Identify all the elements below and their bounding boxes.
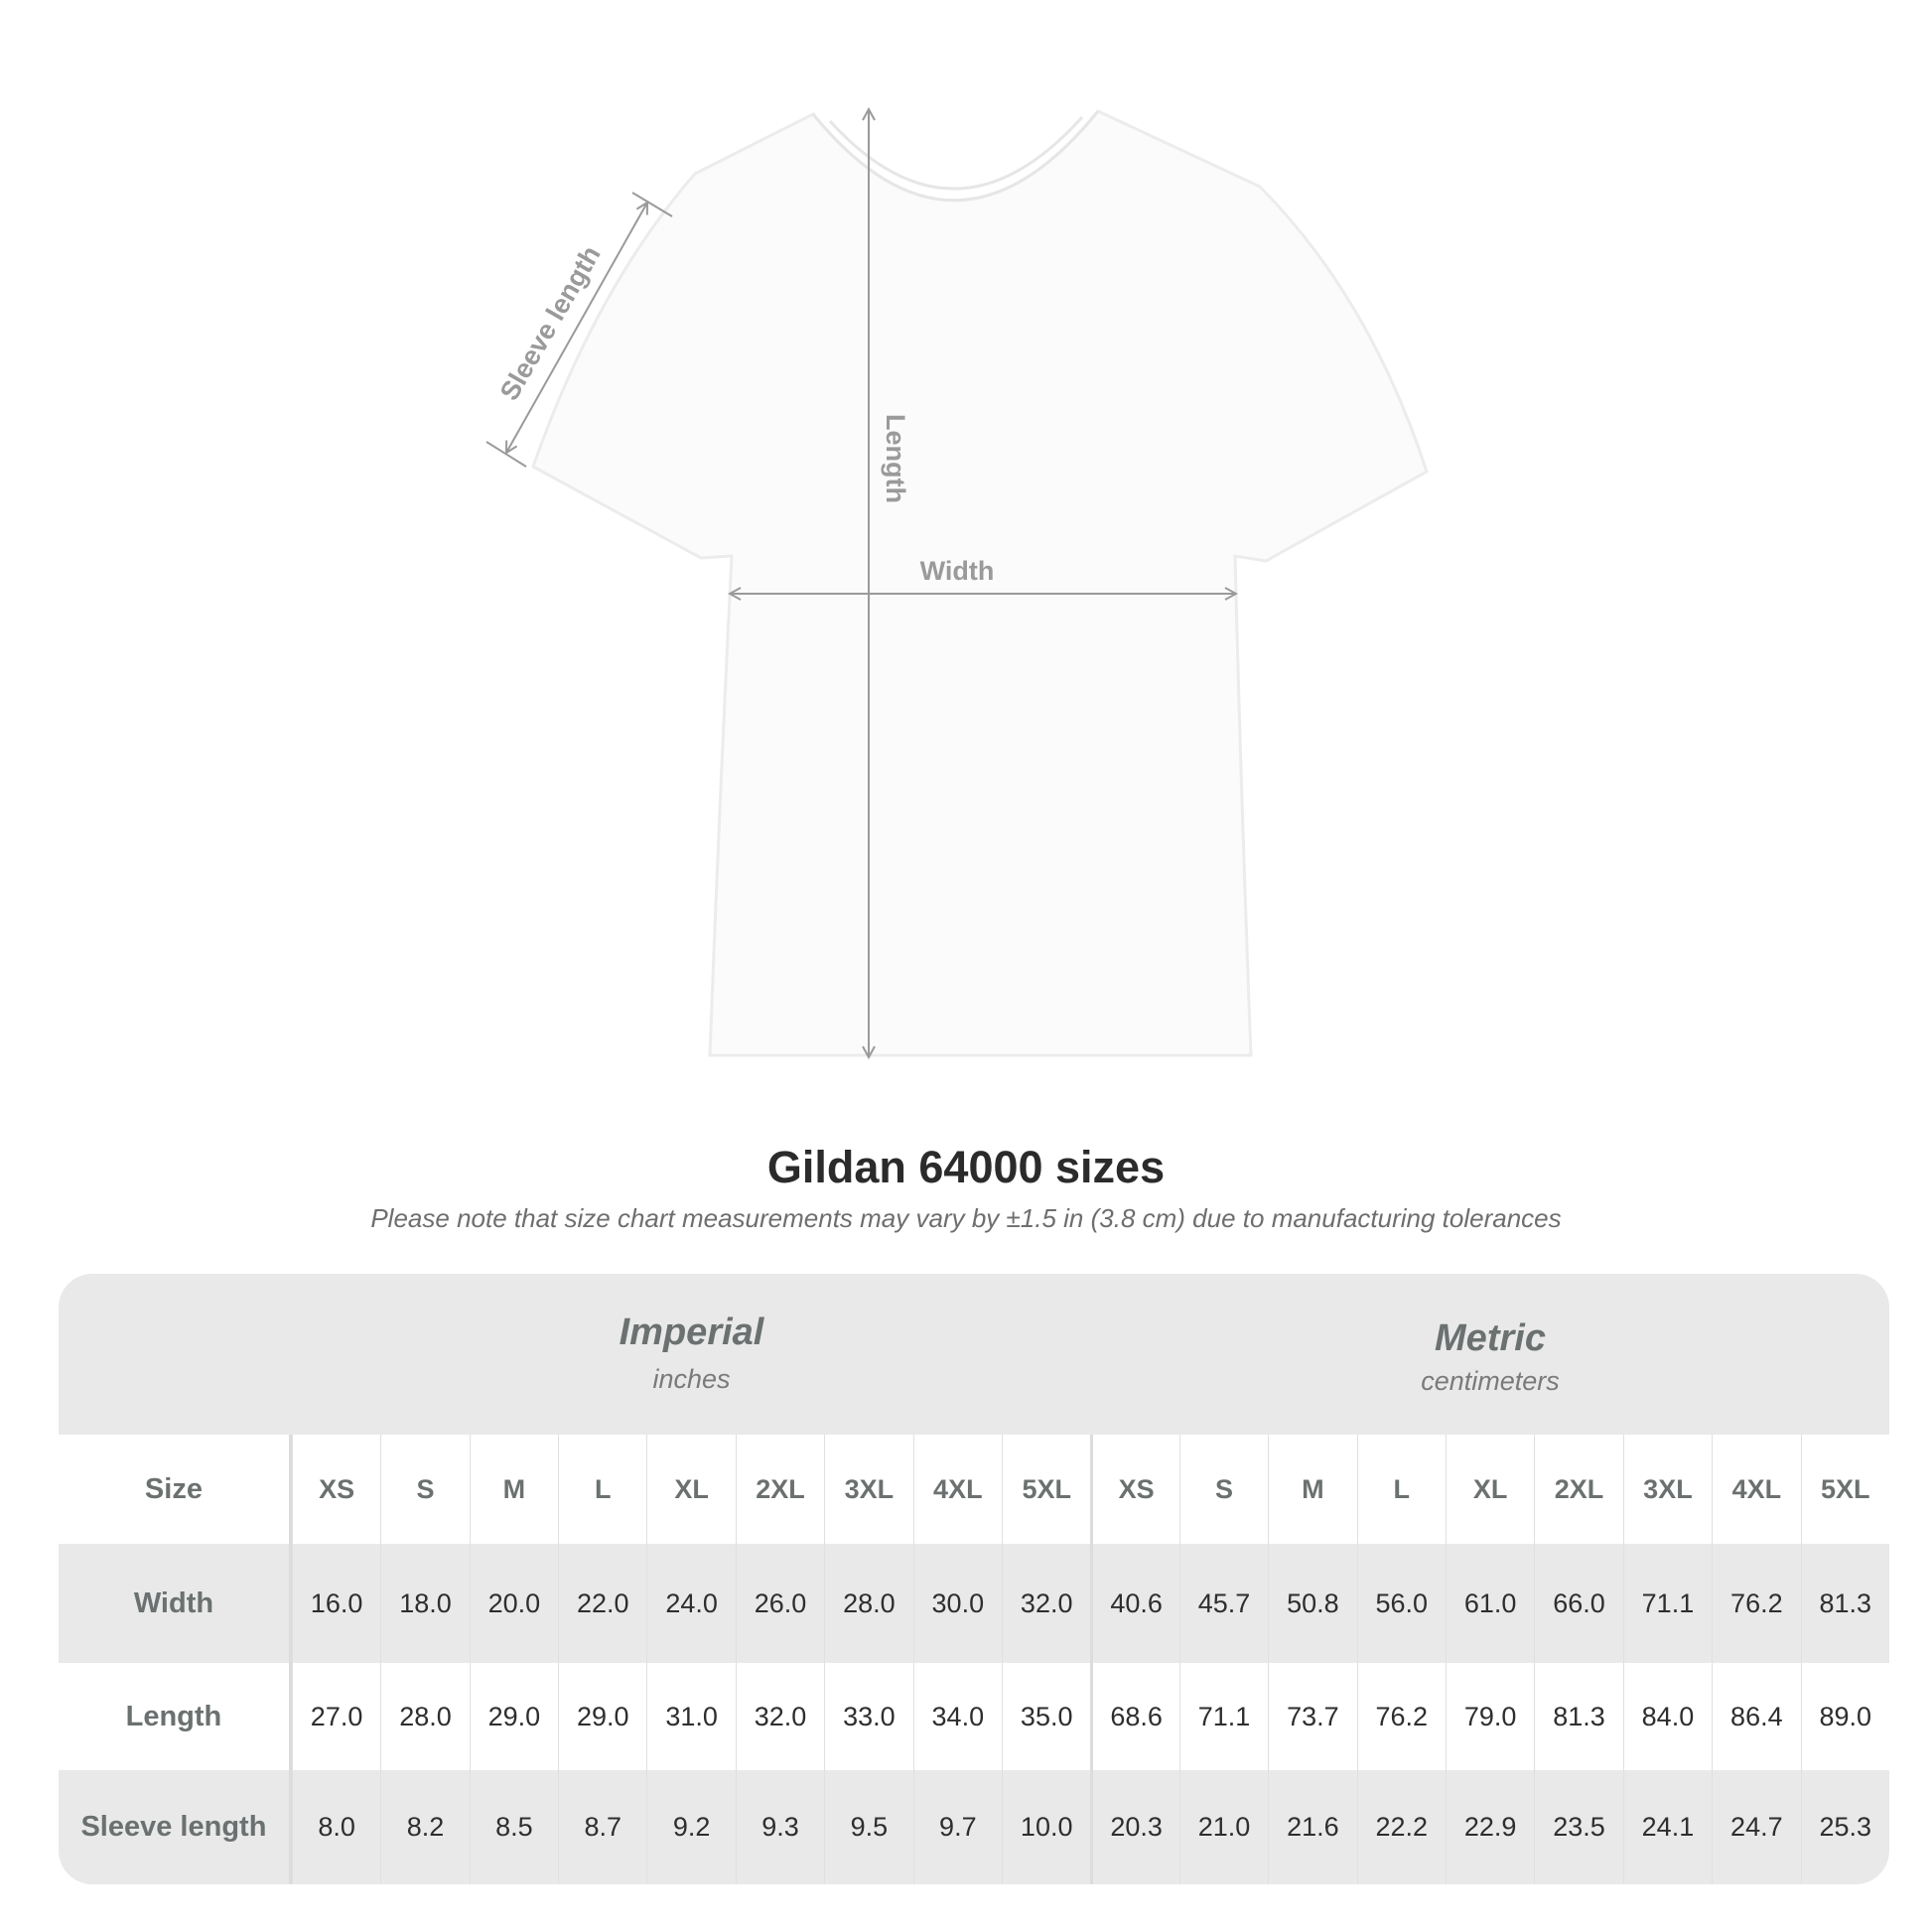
table-cell-imperial: 35.0 xyxy=(1002,1663,1090,1770)
size-header-imperial: 3XL xyxy=(824,1435,912,1544)
table-cell-metric: 68.6 xyxy=(1090,1663,1178,1770)
size-header-metric: 5XL xyxy=(1800,1435,1889,1544)
table-cell-metric: 22.2 xyxy=(1356,1770,1446,1884)
table-cell-metric: 21.6 xyxy=(1268,1770,1356,1884)
table-cell-metric: 24.7 xyxy=(1712,1770,1800,1884)
metric-title: Metric xyxy=(1435,1317,1546,1359)
table-cell-imperial: 8.0 xyxy=(291,1770,380,1884)
size-row: Size XS S M L XL 2XL 3XL 4XL 5XL XS S M L XL 2XL 3XL 4XL 5… xyxy=(59,1435,1889,1544)
size-header-metric: XS xyxy=(1090,1435,1178,1544)
table-cell-metric: 84.0 xyxy=(1622,1663,1712,1770)
table-cell-metric: 25.3 xyxy=(1800,1770,1889,1884)
table-cell-imperial: 27.0 xyxy=(291,1663,380,1770)
size-header-metric: XL xyxy=(1445,1435,1534,1544)
sleeve-tick xyxy=(485,441,527,468)
row-label: Sleeve length xyxy=(59,1770,292,1884)
table-cell-metric: 20.3 xyxy=(1090,1770,1178,1884)
table-cell-metric: 22.9 xyxy=(1445,1770,1534,1884)
table-row: Width 16.0 18.0 20.0 22.0 24.0 26.0 28.0 30.0 32.… xyxy=(59,1544,1889,1663)
table-cell-metric: 81.3 xyxy=(1800,1544,1889,1663)
size-header-imperial: 2XL xyxy=(735,1435,824,1544)
table-cell-metric: 71.1 xyxy=(1178,1663,1268,1770)
size-header-metric: 3XL xyxy=(1622,1435,1712,1544)
size-header-imperial: XS xyxy=(291,1435,380,1544)
table-cell-metric: 23.5 xyxy=(1534,1770,1622,1884)
table-cell-metric: 40.6 xyxy=(1090,1544,1178,1663)
metric-header: Metric centimeters xyxy=(1091,1274,1889,1435)
row-label: Length xyxy=(59,1663,292,1770)
table-header: Imperial inches Metric centimeters xyxy=(59,1274,1889,1435)
row-label: Width xyxy=(59,1544,292,1663)
table-cell-imperial: 28.0 xyxy=(824,1544,912,1663)
sleeve-tick xyxy=(631,192,673,217)
size-header-metric: L xyxy=(1356,1435,1446,1544)
table-cell-metric: 66.0 xyxy=(1534,1544,1622,1663)
table-cell-imperial: 30.0 xyxy=(912,1544,1002,1663)
table-row: Sleeve length 8.0 8.2 8.5 8.7 9.2 9.3 9.5 9.7 10.… xyxy=(59,1770,1889,1884)
sleeve-arrow xyxy=(506,203,647,453)
table-cell-imperial: 33.0 xyxy=(824,1663,912,1770)
size-header-imperial: XL xyxy=(646,1435,735,1544)
table-cell-imperial: 29.0 xyxy=(469,1663,558,1770)
table-cell-imperial: 22.0 xyxy=(558,1544,646,1663)
table-cell-metric: 45.7 xyxy=(1178,1544,1268,1663)
metric-unit: centimeters xyxy=(1421,1366,1560,1396)
size-header-metric: 4XL xyxy=(1712,1435,1800,1544)
table-cell-metric: 61.0 xyxy=(1445,1544,1534,1663)
table-cell-metric: 76.2 xyxy=(1712,1544,1800,1663)
table-cell-metric: 21.0 xyxy=(1178,1770,1268,1884)
size-header-metric: 2XL xyxy=(1534,1435,1622,1544)
table-cell-metric: 86.4 xyxy=(1712,1663,1800,1770)
table-cell-imperial: 32.0 xyxy=(735,1663,824,1770)
imperial-unit: inches xyxy=(652,1364,731,1394)
tshirt-diagram: Length Width Sleeve length xyxy=(485,0,1429,1092)
table-cell-metric: 81.3 xyxy=(1534,1663,1622,1770)
row-label: Size xyxy=(59,1435,292,1544)
table-cell-imperial: 8.2 xyxy=(380,1770,469,1884)
size-header-imperial: 5XL xyxy=(1002,1435,1090,1544)
table-cell-imperial: 9.7 xyxy=(912,1770,1002,1884)
table-cell-imperial: 10.0 xyxy=(1002,1770,1090,1884)
imperial-header: Imperial inches xyxy=(292,1274,1091,1435)
table-cell-imperial: 20.0 xyxy=(469,1544,558,1663)
table-row: Length 27.0 28.0 29.0 29.0 31.0 32.0 33.0 34.0 35… xyxy=(59,1663,1889,1770)
size-header-imperial: M xyxy=(469,1435,558,1544)
table-cell-imperial: 8.5 xyxy=(469,1770,558,1884)
table-cell-imperial: 32.0 xyxy=(1002,1544,1090,1663)
table-cell-imperial: 8.7 xyxy=(558,1770,646,1884)
size-header-imperial: S xyxy=(380,1435,469,1544)
table-cell-metric: 50.8 xyxy=(1268,1544,1356,1663)
table-cell-imperial: 28.0 xyxy=(380,1663,469,1770)
table-cell-metric: 89.0 xyxy=(1800,1663,1889,1770)
table-cell-imperial: 18.0 xyxy=(380,1544,469,1663)
table-cell-metric: 76.2 xyxy=(1356,1663,1446,1770)
table-cell-imperial: 16.0 xyxy=(291,1544,380,1663)
size-header-imperial: L xyxy=(558,1435,646,1544)
size-header-metric: M xyxy=(1268,1435,1356,1544)
table-cell-imperial: 29.0 xyxy=(558,1663,646,1770)
size-header-imperial: 4XL xyxy=(912,1435,1002,1544)
imperial-title: Imperial xyxy=(619,1311,764,1353)
table-cell-metric: 24.1 xyxy=(1622,1770,1712,1884)
table-cell-imperial: 9.2 xyxy=(646,1770,735,1884)
table-cell-metric: 73.7 xyxy=(1268,1663,1356,1770)
table-cell-imperial: 24.0 xyxy=(646,1544,735,1663)
width-label: Width xyxy=(920,556,995,586)
length-label: Length xyxy=(881,414,910,503)
table-cell-metric: 71.1 xyxy=(1622,1544,1712,1663)
size-header-metric: S xyxy=(1178,1435,1268,1544)
table-cell-imperial: 9.3 xyxy=(735,1770,824,1884)
table-cell-imperial: 26.0 xyxy=(735,1544,824,1663)
table-cell-metric: 79.0 xyxy=(1445,1663,1534,1770)
table-cell-imperial: 34.0 xyxy=(912,1663,1002,1770)
table-cell-imperial: 9.5 xyxy=(824,1770,912,1884)
page-title: Gildan 64000 sizes xyxy=(766,1142,1166,1192)
tolerance-note: Please note that size chart measurements… xyxy=(370,1203,1562,1233)
table-cell-imperial: 31.0 xyxy=(646,1663,735,1770)
table-cell-metric: 56.0 xyxy=(1356,1544,1446,1663)
size-chart-table: Imperial inches Metric centimeters Size X… xyxy=(59,1274,1889,1884)
